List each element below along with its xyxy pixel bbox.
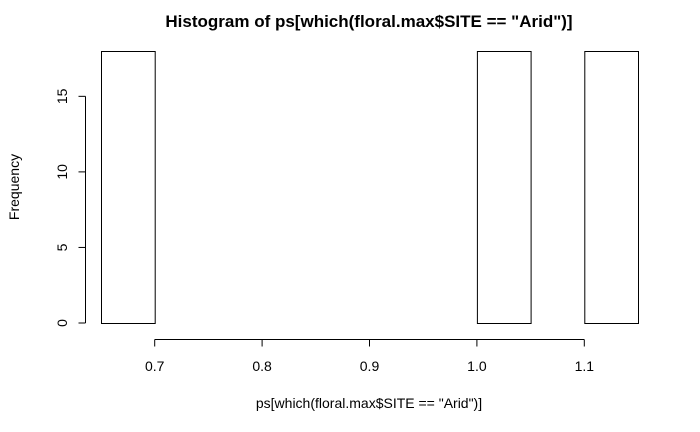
x-axis-label: ps[which(floral.max$SITE == "Arid")] (256, 395, 482, 411)
histogram-bar-0 (101, 51, 156, 324)
x-tick-label: 1.1 (575, 358, 595, 374)
chart-title: Histogram of ps[which(floral.max$SITE ==… (165, 12, 572, 31)
histogram-bar-9 (584, 51, 639, 324)
y-tick-label: 10 (54, 164, 70, 180)
y-tick-label: 0 (54, 319, 70, 327)
x-tick-label: 1.0 (467, 358, 487, 374)
x-tick-label: 0.8 (252, 358, 272, 374)
x-tick-label: 0.7 (145, 358, 165, 374)
y-tick-label: 15 (54, 88, 70, 104)
x-axis: 0.7 0.8 0.9 1.0 1.1 (145, 339, 595, 374)
x-tick-label: 0.9 (360, 358, 380, 374)
y-tick-label: 5 (54, 243, 70, 251)
histogram-bar-7 (476, 51, 532, 324)
bars-group (101, 51, 639, 324)
y-axis: 0 5 10 15 (54, 88, 86, 327)
y-axis-label: Frequency (6, 154, 22, 220)
